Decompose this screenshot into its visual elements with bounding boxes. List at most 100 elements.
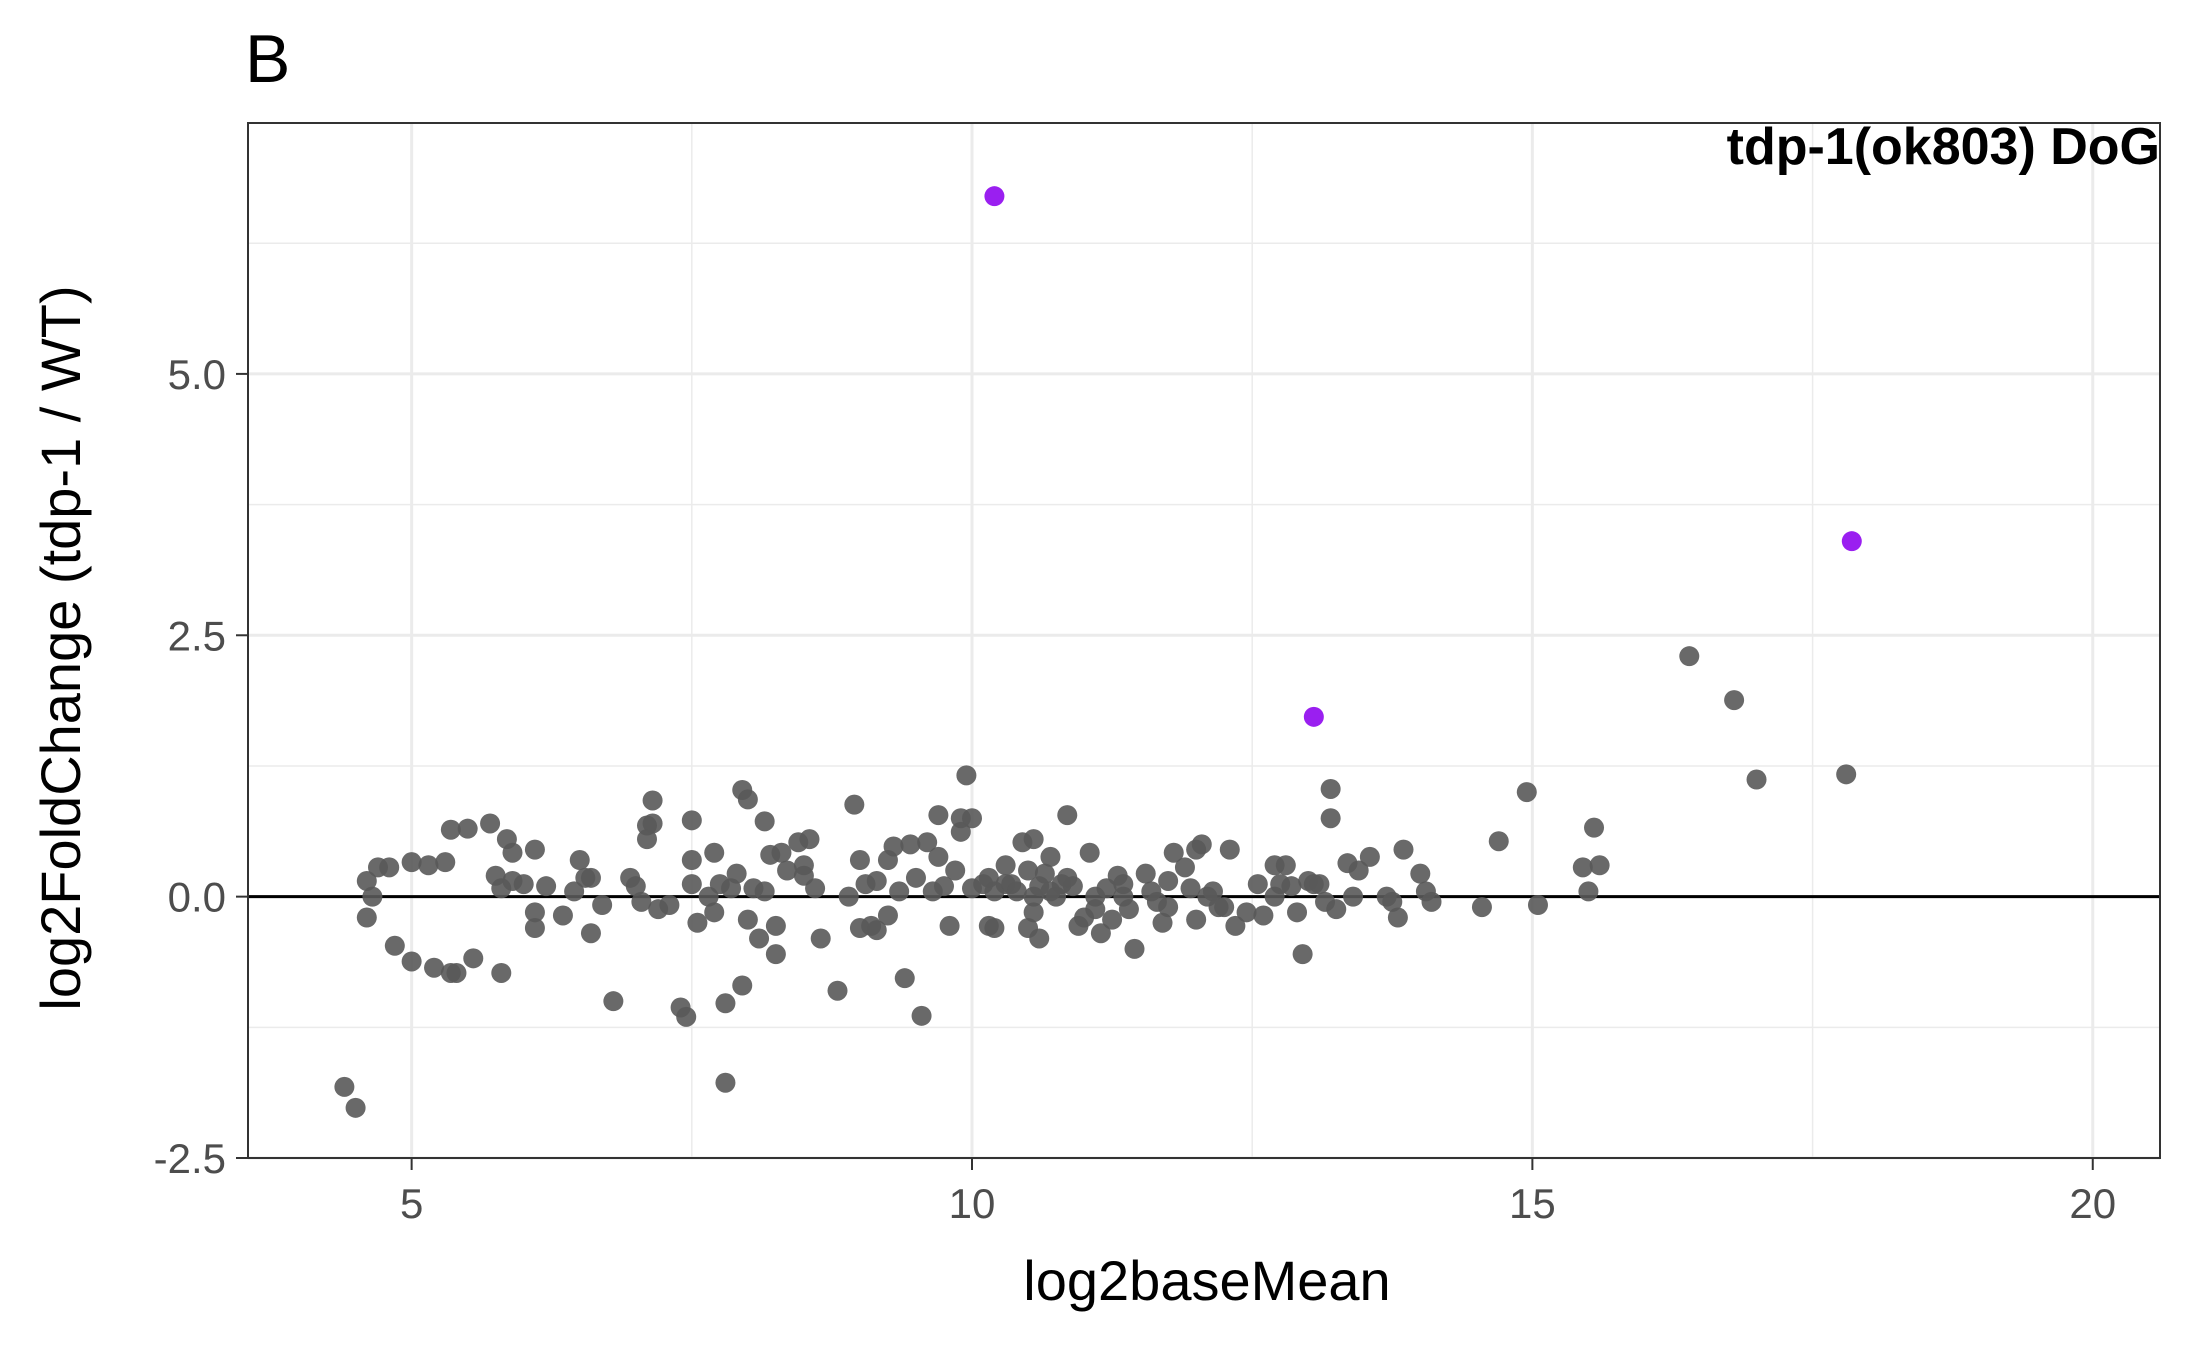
data-point	[1527, 895, 1548, 915]
data-point	[676, 1006, 697, 1027]
y-tick-label: 0.0	[168, 874, 226, 921]
data-point	[1578, 881, 1599, 902]
data-point	[810, 928, 831, 949]
data-point	[844, 794, 865, 815]
data-point	[866, 920, 887, 941]
plot-area	[248, 123, 2160, 1158]
data-point	[1202, 881, 1223, 902]
y-axis-ticks: -2.5 0.0 2.5 5.0	[154, 351, 248, 1182]
data-point	[883, 836, 904, 857]
data-point	[1488, 831, 1509, 852]
data-point	[480, 813, 501, 834]
data-point	[625, 876, 646, 897]
data-point	[1018, 860, 1039, 881]
data-point	[440, 819, 461, 840]
data-point	[715, 993, 736, 1014]
panel-label: B	[245, 21, 290, 97]
data-point	[945, 860, 966, 881]
data-point	[1040, 846, 1061, 867]
data-point	[681, 810, 702, 831]
y-axis-label: log2FoldChange (tdp-1 / WT)	[29, 285, 92, 1010]
data-point	[1348, 860, 1369, 881]
data-point	[356, 907, 377, 928]
data-point	[1292, 944, 1313, 965]
data-point	[362, 886, 383, 907]
data-point	[502, 842, 523, 863]
grid-lines	[248, 123, 2160, 1160]
highlighted-data-point	[1303, 706, 1324, 727]
x-tick-label: 20	[2069, 1180, 2116, 1227]
data-point	[754, 881, 775, 902]
y-tick-label: -2.5	[154, 1135, 226, 1182]
data-point	[631, 891, 652, 912]
data-point	[799, 829, 820, 850]
data-point	[1584, 817, 1605, 838]
data-point	[1023, 902, 1044, 923]
data-point	[681, 850, 702, 871]
data-point	[435, 852, 456, 873]
data-point	[1387, 907, 1408, 928]
data-point	[580, 867, 601, 888]
data-point	[1359, 846, 1380, 867]
data-point	[1090, 923, 1111, 944]
data-point	[1214, 897, 1235, 918]
data-point	[1275, 855, 1296, 876]
data-point	[642, 790, 663, 811]
data-point	[524, 918, 545, 938]
data-point	[1023, 829, 1044, 850]
data-point	[1421, 891, 1442, 912]
data-point	[642, 813, 663, 834]
data-point	[900, 834, 921, 855]
data-point	[849, 850, 870, 871]
x-tick-label: 10	[949, 1180, 996, 1227]
data-point	[1393, 839, 1414, 860]
data-point	[771, 842, 792, 863]
data-point	[1079, 842, 1100, 863]
y-tick-label: 2.5	[168, 612, 226, 659]
data-point	[805, 878, 826, 899]
data-point	[704, 842, 725, 863]
data-point	[1471, 897, 1492, 918]
data-point	[1516, 782, 1537, 803]
data-point	[1135, 863, 1156, 884]
data-point	[687, 912, 708, 933]
data-point	[1836, 764, 1857, 785]
data-point	[418, 855, 439, 876]
data-point	[749, 928, 770, 949]
data-point	[1118, 899, 1139, 920]
data-point	[1724, 690, 1745, 711]
data-point	[1410, 863, 1431, 884]
data-point	[726, 863, 747, 884]
chart-title: tdp-1(ok803) DoG	[1727, 118, 2160, 176]
data-point	[765, 944, 786, 965]
data-point	[765, 915, 786, 936]
x-tick-label: 5	[400, 1180, 423, 1227]
data-point	[401, 951, 422, 972]
data-point	[524, 839, 545, 860]
data-point	[463, 948, 484, 969]
data-point	[1287, 902, 1308, 923]
data-point	[911, 1005, 932, 1026]
data-point	[1180, 878, 1201, 899]
data-point	[1006, 881, 1027, 902]
data-point	[457, 818, 478, 839]
data-point	[536, 876, 557, 897]
data-point	[401, 852, 422, 873]
data-point	[1057, 805, 1078, 826]
data-point	[1163, 842, 1184, 863]
data-point	[704, 902, 725, 923]
data-point	[524, 902, 545, 923]
data-point	[905, 867, 926, 888]
data-point	[552, 905, 573, 926]
data-point	[1281, 876, 1302, 897]
data-point	[939, 915, 960, 936]
data-point	[1085, 899, 1106, 920]
data-point	[659, 895, 680, 915]
data-point	[1152, 912, 1173, 933]
data-point	[379, 857, 400, 878]
x-tick-label: 15	[1509, 1180, 1556, 1227]
data-point	[715, 1072, 736, 1093]
data-point	[1191, 834, 1212, 855]
data-point	[1225, 915, 1246, 936]
data-point	[1679, 646, 1700, 667]
